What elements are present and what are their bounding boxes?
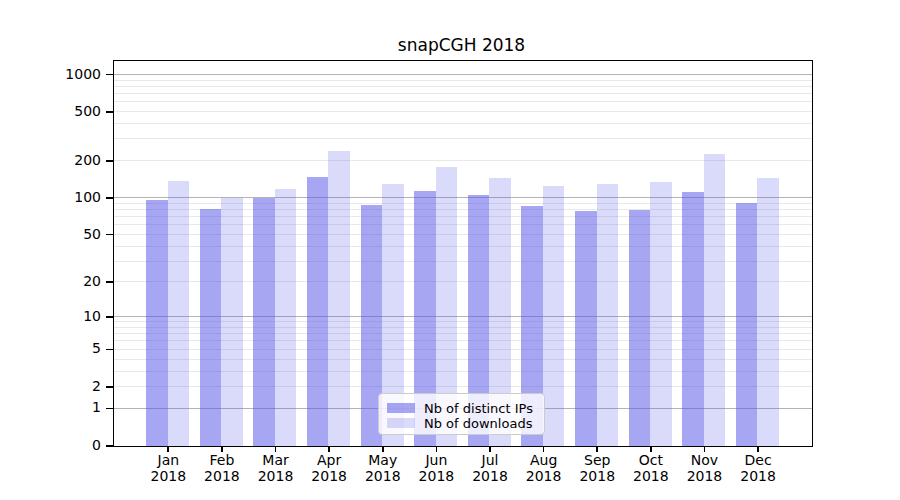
y-tick-label: 2 — [41, 378, 101, 394]
bar-downloads-apr — [328, 151, 350, 446]
minor-gridline — [114, 101, 812, 102]
major-gridline — [114, 74, 812, 75]
bar-distinct-ips-dec — [736, 203, 758, 446]
y-tick-mark — [106, 281, 113, 283]
y-tick-label: 0 — [41, 437, 101, 453]
legend-entry-distinct-ips: Nb of distinct IPs — [387, 401, 542, 415]
x-tick-label-may: May2018 — [353, 452, 413, 484]
y-tick-label: 100 — [41, 189, 101, 205]
minor-gridline — [114, 138, 812, 139]
x-tick-label-mar: Mar2018 — [246, 452, 306, 484]
y-tick-mark — [106, 445, 113, 447]
minor-gridline — [114, 80, 812, 81]
x-tick-label-jan: Jan2018 — [138, 452, 198, 484]
bar-downloads-oct — [650, 182, 672, 446]
y-tick-label: 10 — [41, 308, 101, 324]
y-tick-label: 20 — [41, 273, 101, 289]
x-tick-label-oct: Oct2018 — [621, 452, 681, 484]
x-tick-label-apr: Apr2018 — [299, 452, 359, 484]
chart-title: snapCGH 2018 — [113, 35, 810, 55]
x-tick-label-jul: Jul2018 — [460, 452, 520, 484]
legend: Nb of distinct IPs Nb of downloads — [378, 393, 545, 435]
legend-swatch-distinct-ips — [387, 403, 415, 413]
legend-label-downloads: Nb of downloads — [424, 416, 532, 431]
y-tick-label: 1000 — [41, 66, 101, 82]
y-tick-mark — [106, 349, 113, 351]
bar-downloads-sep — [597, 184, 619, 446]
bar-distinct-ips-sep — [575, 211, 597, 446]
y-tick-mark — [106, 111, 113, 113]
y-tick-label: 5 — [41, 340, 101, 356]
minor-gridline — [114, 93, 812, 94]
y-tick-mark — [106, 234, 113, 236]
y-tick-mark — [106, 74, 113, 76]
bar-distinct-ips-apr — [307, 177, 329, 446]
x-tick-label-aug: Aug2018 — [514, 452, 574, 484]
bar-downloads-feb — [221, 198, 243, 446]
minor-gridline — [114, 86, 812, 87]
x-tick-label-sep: Sep2018 — [567, 452, 627, 484]
bar-downloads-nov — [704, 154, 726, 446]
x-tick-label-nov: Nov2018 — [674, 452, 734, 484]
minor-gridline — [114, 123, 812, 124]
bar-downloads-dec — [757, 178, 779, 446]
y-tick-mark — [106, 408, 113, 410]
y-tick-label: 50 — [41, 226, 101, 242]
x-tick-label-feb: Feb2018 — [192, 452, 252, 484]
y-tick-mark — [106, 160, 113, 162]
download-stats-chart: snapCGH 2018 0 1 2 5 10 20 50 100 200 500 1000 Jan2… — [0, 0, 900, 500]
bar-downloads-mar — [275, 189, 297, 446]
bar-downloads-aug — [543, 186, 565, 446]
legend-label-distinct-ips: Nb of distinct IPs — [424, 401, 533, 416]
y-tick-label: 1 — [41, 399, 101, 415]
y-tick-mark — [106, 316, 113, 318]
bar-distinct-ips-nov — [682, 192, 704, 446]
y-tick-mark — [106, 197, 113, 199]
x-tick-label-dec: Dec2018 — [728, 452, 788, 484]
x-tick-label-jun: Jun2018 — [406, 452, 466, 484]
minor-gridline — [114, 111, 812, 112]
legend-swatch-downloads — [387, 418, 415, 428]
bar-distinct-ips-oct — [629, 210, 651, 446]
plot-area — [113, 60, 813, 447]
bar-distinct-ips-mar — [253, 198, 275, 446]
y-tick-label: 200 — [41, 152, 101, 168]
legend-entry-downloads: Nb of downloads — [387, 416, 542, 430]
bar-distinct-ips-jan — [146, 200, 168, 446]
y-tick-mark — [106, 386, 113, 388]
bar-downloads-jan — [168, 181, 190, 446]
bar-distinct-ips-feb — [200, 209, 222, 446]
y-tick-label: 500 — [41, 103, 101, 119]
